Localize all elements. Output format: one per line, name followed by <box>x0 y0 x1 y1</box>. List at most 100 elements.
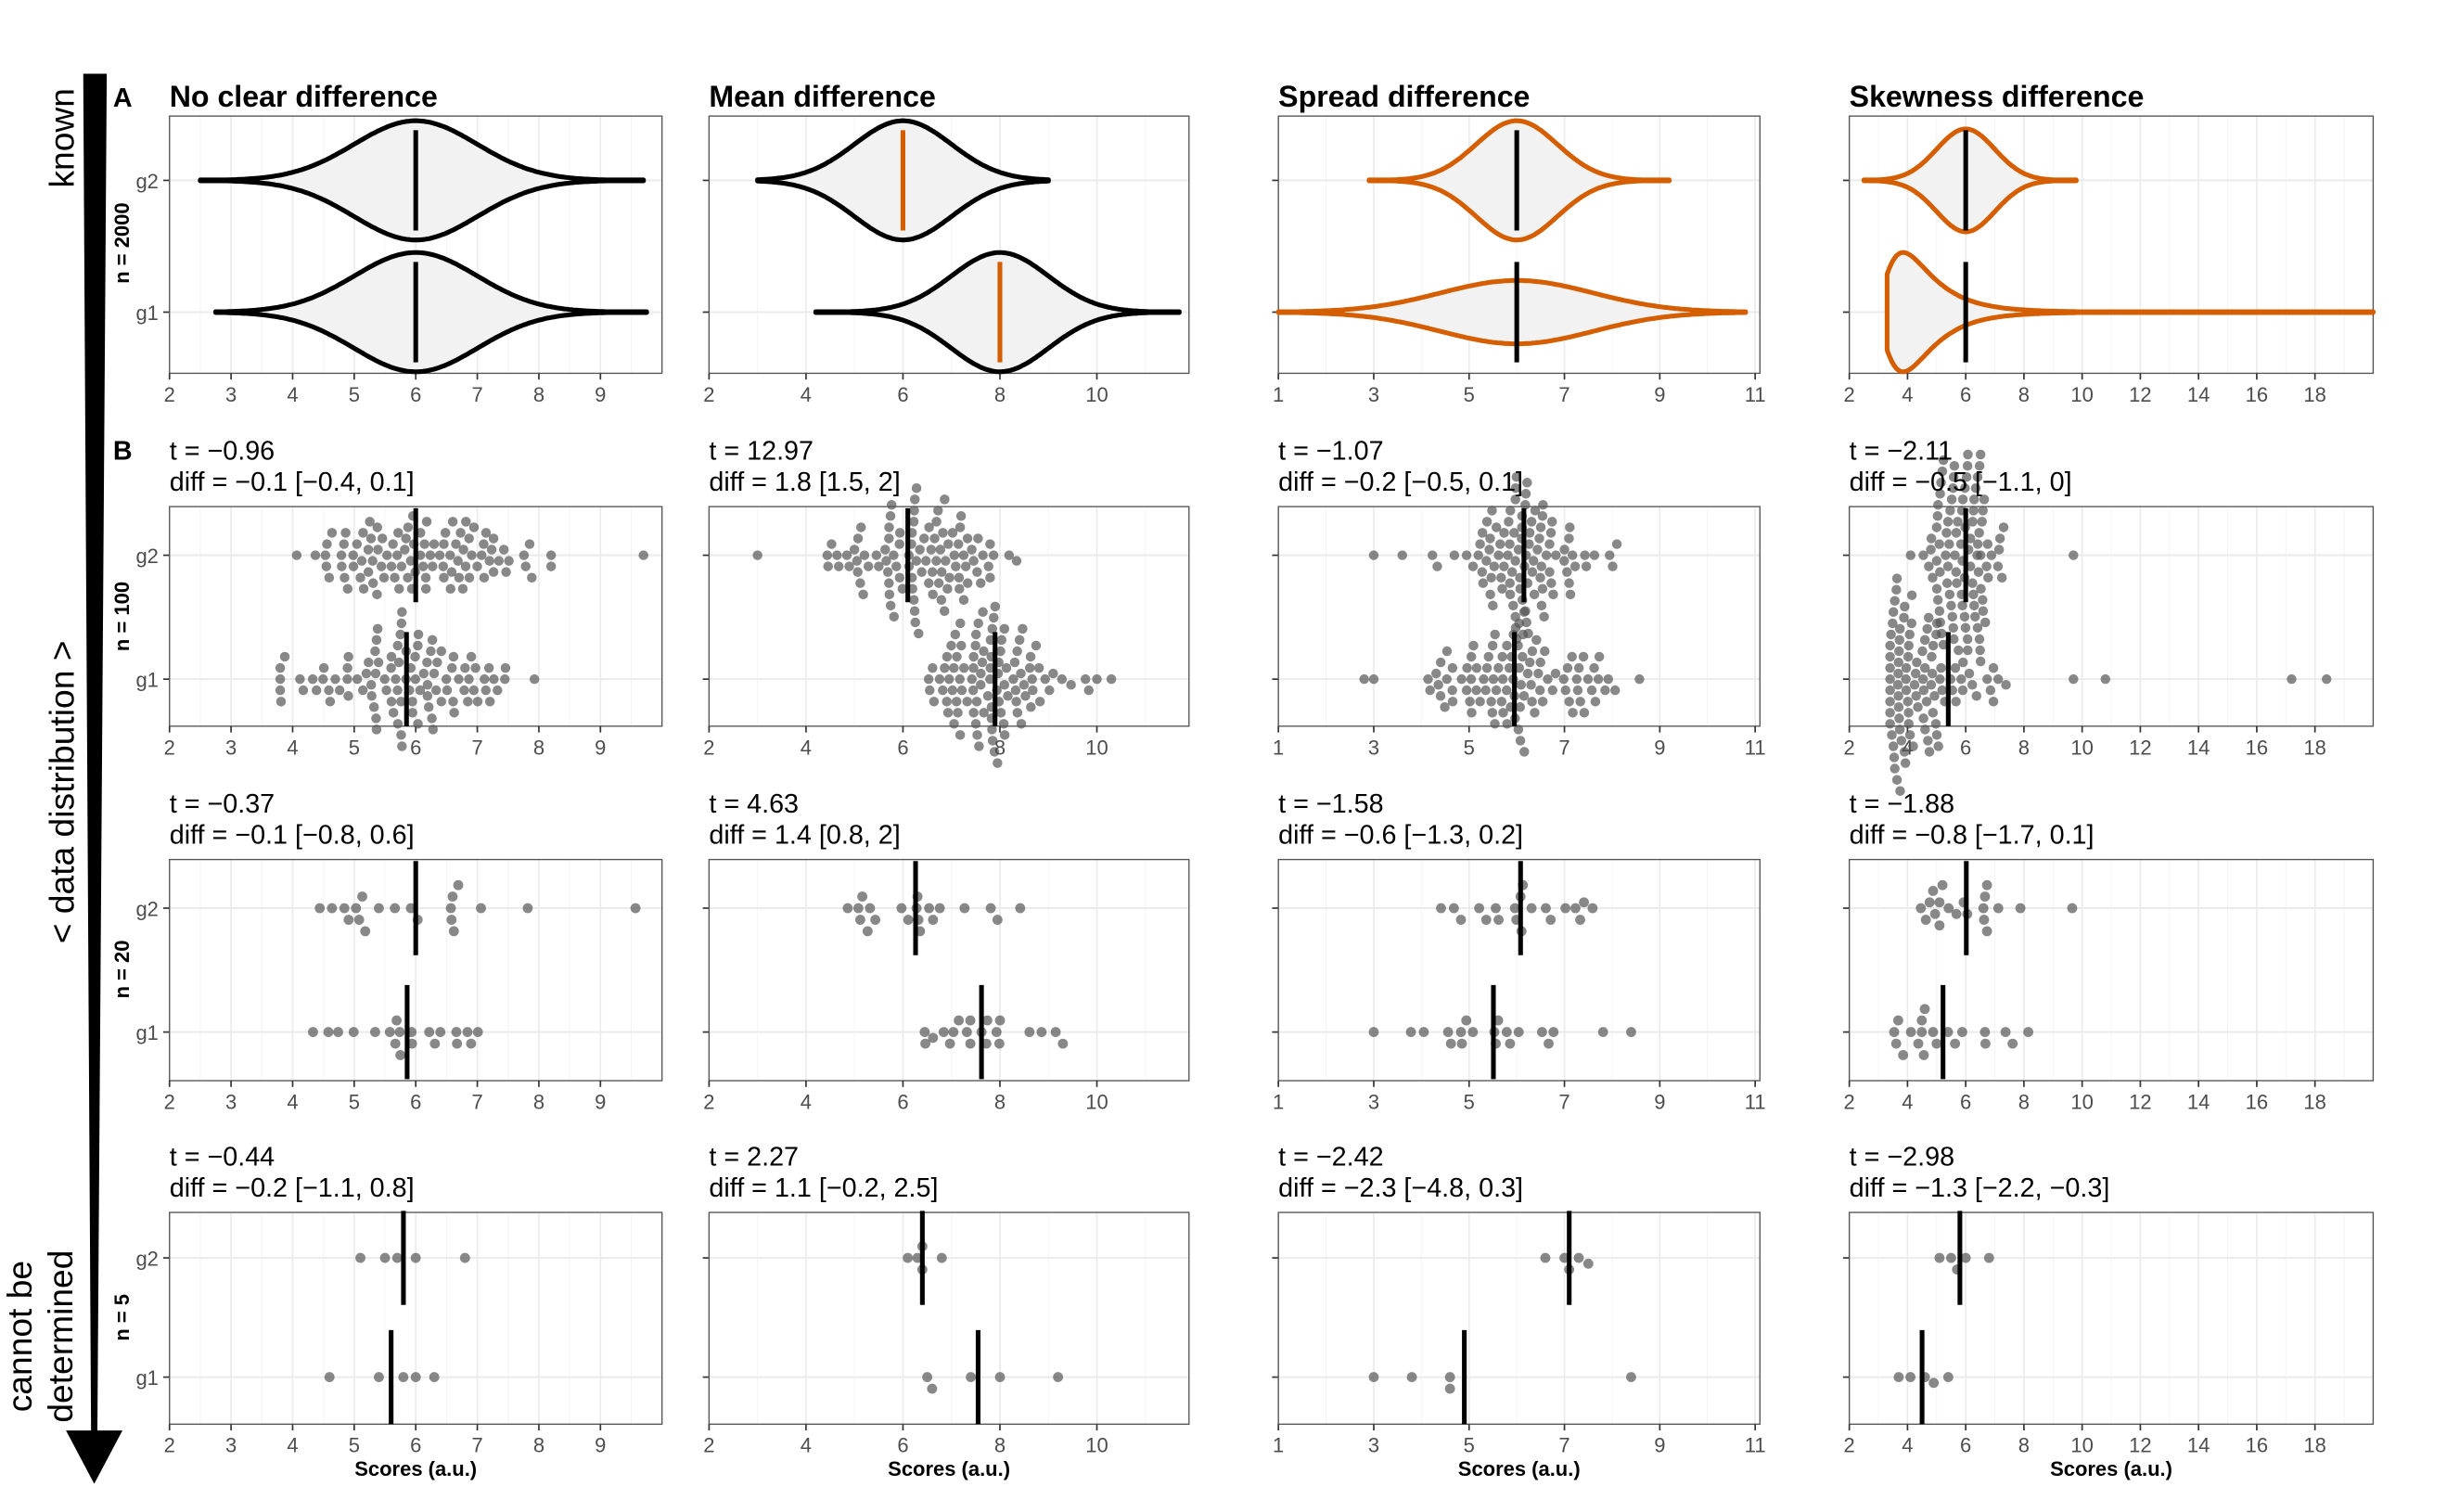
data-point <box>340 528 351 538</box>
data-point <box>1957 600 1967 611</box>
data-point <box>368 702 379 712</box>
data-point <box>1505 506 1516 516</box>
data-point <box>1505 1038 1516 1049</box>
data-point <box>371 724 382 735</box>
data-point <box>1903 719 1914 729</box>
data-point <box>545 550 557 560</box>
x-tick-label: 8 <box>994 736 1006 759</box>
data-point <box>1020 690 1031 701</box>
data-point <box>322 539 332 549</box>
x-tick-label: 5 <box>1464 736 1475 759</box>
data-point <box>439 539 449 549</box>
data-point <box>2100 673 2111 685</box>
data-point <box>1899 747 1910 757</box>
plot-panel <box>702 1211 1190 1431</box>
data-point <box>1888 607 1899 618</box>
data-point <box>311 685 322 696</box>
data-point <box>378 572 390 583</box>
row-label: n = 100 <box>110 582 134 651</box>
data-point <box>1900 601 1910 612</box>
data-point <box>1977 517 1987 527</box>
data-point <box>381 685 391 696</box>
data-point <box>1534 685 1545 696</box>
data-point <box>1934 897 1945 908</box>
data-point <box>361 668 372 679</box>
x-tick-label: 16 <box>2246 1434 2268 1457</box>
x-tick-label: 2 <box>703 1434 714 1457</box>
data-point <box>1487 506 1497 516</box>
data-point <box>884 578 894 588</box>
data-point <box>2000 1027 2011 1038</box>
data-point <box>1442 1027 1454 1038</box>
data-point <box>1028 685 1038 696</box>
data-point <box>1486 572 1496 583</box>
data-point <box>1397 550 1408 560</box>
x-tick-label: 2 <box>164 1434 175 1457</box>
x-tick-label: 4 <box>287 1434 298 1457</box>
data-point <box>1456 1038 1467 1049</box>
data-point <box>965 1015 976 1026</box>
data-point <box>1950 662 1961 673</box>
data-point <box>1935 673 1945 685</box>
data-point <box>479 572 490 583</box>
data-point <box>1572 685 1583 696</box>
x-tick-label: 7 <box>1558 383 1569 406</box>
data-point <box>920 1038 930 1049</box>
data-point <box>1994 533 2005 544</box>
data-point <box>1974 528 1984 538</box>
data-point <box>1951 697 1961 707</box>
data-point <box>451 539 461 549</box>
data-point <box>1488 673 1499 685</box>
data-point <box>1513 1027 1524 1038</box>
data-point <box>395 1050 406 1060</box>
data-point <box>422 690 433 701</box>
data-point <box>1503 550 1513 560</box>
data-point <box>342 662 352 673</box>
data-point <box>1484 545 1494 555</box>
data-point <box>1456 673 1467 685</box>
data-point <box>1477 528 1488 538</box>
data-point <box>1941 578 1953 588</box>
data-point <box>1967 679 1978 690</box>
data-point <box>852 567 863 577</box>
data-point <box>1886 629 1896 640</box>
data-point <box>928 1032 939 1044</box>
plot-panel <box>702 115 1190 380</box>
x-tick-label: 18 <box>2303 1434 2325 1457</box>
difference-ci: diff = −0.8 [−1.7, 0.1] <box>1850 821 2095 851</box>
x-tick-label: 16 <box>2246 736 2268 759</box>
data-point <box>1968 506 1979 516</box>
data-point <box>392 550 403 560</box>
data-point <box>1931 629 1941 640</box>
plot-panel <box>162 115 663 380</box>
x-tick-label: 6 <box>410 1434 421 1457</box>
data-point <box>1975 656 1986 667</box>
t-statistic: t = 12.97 <box>709 436 814 466</box>
data-point <box>1916 1027 1928 1038</box>
data-point <box>1479 673 1489 685</box>
data-point <box>1495 539 1505 549</box>
data-point <box>1544 1038 1554 1049</box>
data-point <box>894 539 904 549</box>
x-tick-label: 4 <box>287 383 298 406</box>
t-statistic: t = 4.63 <box>709 789 799 819</box>
data-point <box>489 673 499 685</box>
data-point <box>1920 915 1931 925</box>
data-point <box>1970 611 1980 622</box>
data-point <box>1019 679 1030 690</box>
x-tick-label: 9 <box>1654 1434 1665 1457</box>
data-point <box>1891 584 1902 596</box>
data-point <box>1910 668 1921 679</box>
data-point <box>1885 719 1895 729</box>
data-point <box>342 583 353 594</box>
data-point <box>472 561 482 571</box>
data-point <box>424 1027 435 1038</box>
data-point <box>968 708 979 718</box>
data-point <box>927 567 938 577</box>
data-point <box>365 679 377 690</box>
data-point <box>1993 545 2005 555</box>
data-point <box>1901 685 1912 696</box>
data-point <box>924 578 934 588</box>
data-point <box>1425 685 1435 696</box>
